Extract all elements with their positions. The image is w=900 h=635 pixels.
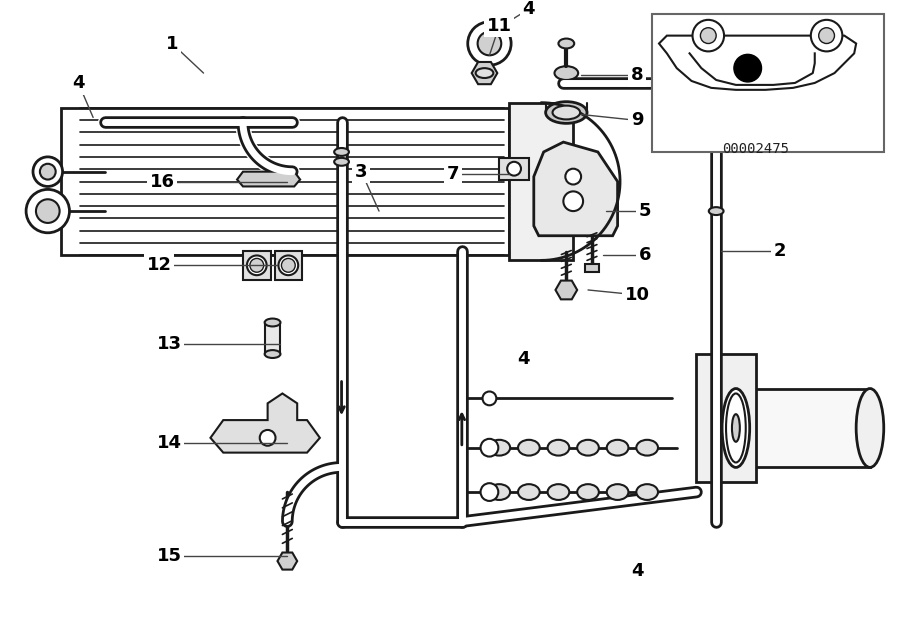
Ellipse shape (577, 440, 598, 455)
Ellipse shape (334, 158, 349, 166)
Ellipse shape (518, 484, 540, 500)
Circle shape (811, 20, 842, 51)
Polygon shape (534, 142, 617, 236)
Ellipse shape (489, 440, 510, 455)
Circle shape (700, 28, 716, 44)
Ellipse shape (607, 440, 628, 455)
Bar (265, 323, 281, 354)
Ellipse shape (636, 484, 658, 500)
Text: 4: 4 (631, 562, 644, 580)
Ellipse shape (278, 255, 298, 275)
Circle shape (563, 191, 583, 211)
Text: 9: 9 (631, 111, 644, 130)
Text: 14: 14 (157, 434, 182, 451)
Ellipse shape (709, 207, 724, 215)
Ellipse shape (265, 350, 281, 358)
Ellipse shape (607, 484, 628, 500)
Circle shape (40, 164, 56, 180)
Ellipse shape (547, 440, 570, 455)
Bar (697, 354, 756, 482)
Polygon shape (211, 394, 320, 453)
Circle shape (33, 157, 63, 187)
Text: 15: 15 (157, 547, 182, 565)
Bar (736, 389, 870, 467)
Circle shape (260, 430, 275, 446)
Circle shape (692, 20, 724, 51)
Text: 3: 3 (355, 163, 367, 181)
Text: 13: 13 (157, 335, 182, 353)
Text: 4: 4 (523, 0, 536, 18)
Polygon shape (277, 552, 297, 570)
Polygon shape (472, 62, 498, 84)
Ellipse shape (726, 394, 746, 462)
Ellipse shape (554, 66, 578, 80)
Circle shape (36, 199, 59, 223)
Text: 16: 16 (149, 173, 175, 190)
Ellipse shape (636, 440, 658, 455)
Text: 12: 12 (147, 257, 172, 274)
Text: 2: 2 (774, 241, 787, 260)
Text: 4: 4 (72, 74, 85, 92)
Circle shape (468, 22, 511, 65)
Text: 00002475: 00002475 (722, 142, 789, 156)
Ellipse shape (482, 392, 496, 405)
Ellipse shape (481, 439, 499, 457)
Text: 4: 4 (518, 350, 530, 368)
Bar (243, 251, 271, 280)
Bar (652, 14, 884, 152)
Ellipse shape (545, 102, 587, 123)
Text: 1: 1 (166, 34, 178, 53)
Text: 10: 10 (625, 286, 650, 304)
Bar (585, 264, 598, 272)
Ellipse shape (732, 414, 740, 442)
Ellipse shape (481, 483, 499, 501)
Ellipse shape (547, 484, 570, 500)
Text: 7: 7 (446, 164, 459, 183)
Circle shape (565, 169, 581, 185)
Bar (274, 251, 302, 280)
Text: 5: 5 (639, 202, 652, 220)
Ellipse shape (722, 389, 750, 467)
Ellipse shape (475, 68, 493, 78)
Text: 8: 8 (631, 66, 644, 84)
Ellipse shape (518, 440, 540, 455)
Circle shape (26, 189, 69, 233)
Circle shape (282, 258, 295, 272)
Ellipse shape (265, 319, 281, 326)
Polygon shape (555, 281, 577, 299)
Ellipse shape (558, 39, 574, 48)
Text: 6: 6 (639, 246, 652, 264)
Circle shape (508, 162, 521, 176)
Ellipse shape (553, 105, 580, 119)
Circle shape (819, 28, 834, 44)
Bar (500, 158, 529, 180)
Polygon shape (237, 171, 301, 187)
Ellipse shape (334, 148, 349, 156)
Text: 11: 11 (487, 17, 512, 35)
Circle shape (734, 55, 761, 82)
Circle shape (478, 32, 501, 55)
Bar (60, 107, 509, 255)
Ellipse shape (247, 255, 266, 275)
Ellipse shape (489, 484, 510, 500)
Ellipse shape (577, 484, 598, 500)
Bar (509, 103, 573, 260)
Polygon shape (659, 36, 856, 90)
Circle shape (250, 258, 264, 272)
Ellipse shape (856, 389, 884, 467)
